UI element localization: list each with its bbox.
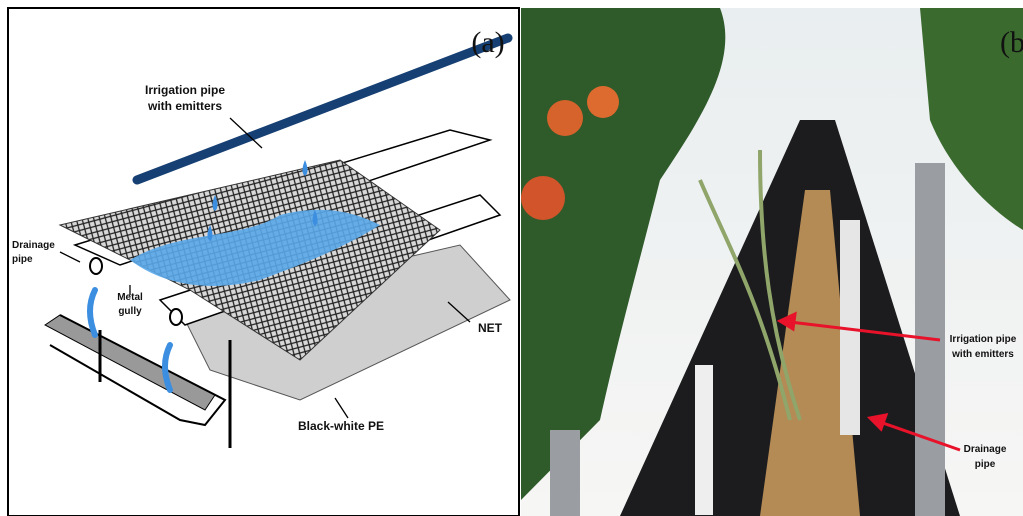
figure: (a) Irrigation pipe with emitters Draina… bbox=[0, 0, 1023, 516]
label: Drainage bbox=[12, 240, 55, 251]
label: Irrigation pipe bbox=[145, 83, 225, 97]
tomato bbox=[547, 100, 583, 136]
tomato bbox=[521, 176, 565, 220]
pipe-end bbox=[170, 309, 182, 325]
label: pipe bbox=[975, 459, 996, 470]
panel-tag: (a) bbox=[471, 26, 504, 59]
label: with emitters bbox=[147, 99, 222, 113]
panel-b: (b) Irrigation pipe with emitters Draina… bbox=[521, 8, 1023, 516]
drain-pipe bbox=[695, 365, 713, 515]
panel-a: (a) Irrigation pipe with emitters Draina… bbox=[8, 8, 519, 516]
page: (a) Irrigation pipe with emitters Draina… bbox=[0, 0, 1023, 516]
label: with emitters bbox=[951, 349, 1014, 360]
label: Metal bbox=[117, 292, 143, 303]
pole bbox=[550, 430, 580, 516]
tomato bbox=[587, 86, 619, 118]
label: gully bbox=[118, 306, 142, 317]
label: Drainage bbox=[964, 444, 1007, 455]
label: Irrigation pipe bbox=[950, 334, 1017, 345]
pipe-end bbox=[90, 258, 102, 274]
label: Black-white PE bbox=[298, 419, 384, 433]
label: pipe bbox=[12, 254, 33, 265]
panel-tag: (b) bbox=[1000, 26, 1023, 59]
label: NET bbox=[478, 321, 503, 335]
